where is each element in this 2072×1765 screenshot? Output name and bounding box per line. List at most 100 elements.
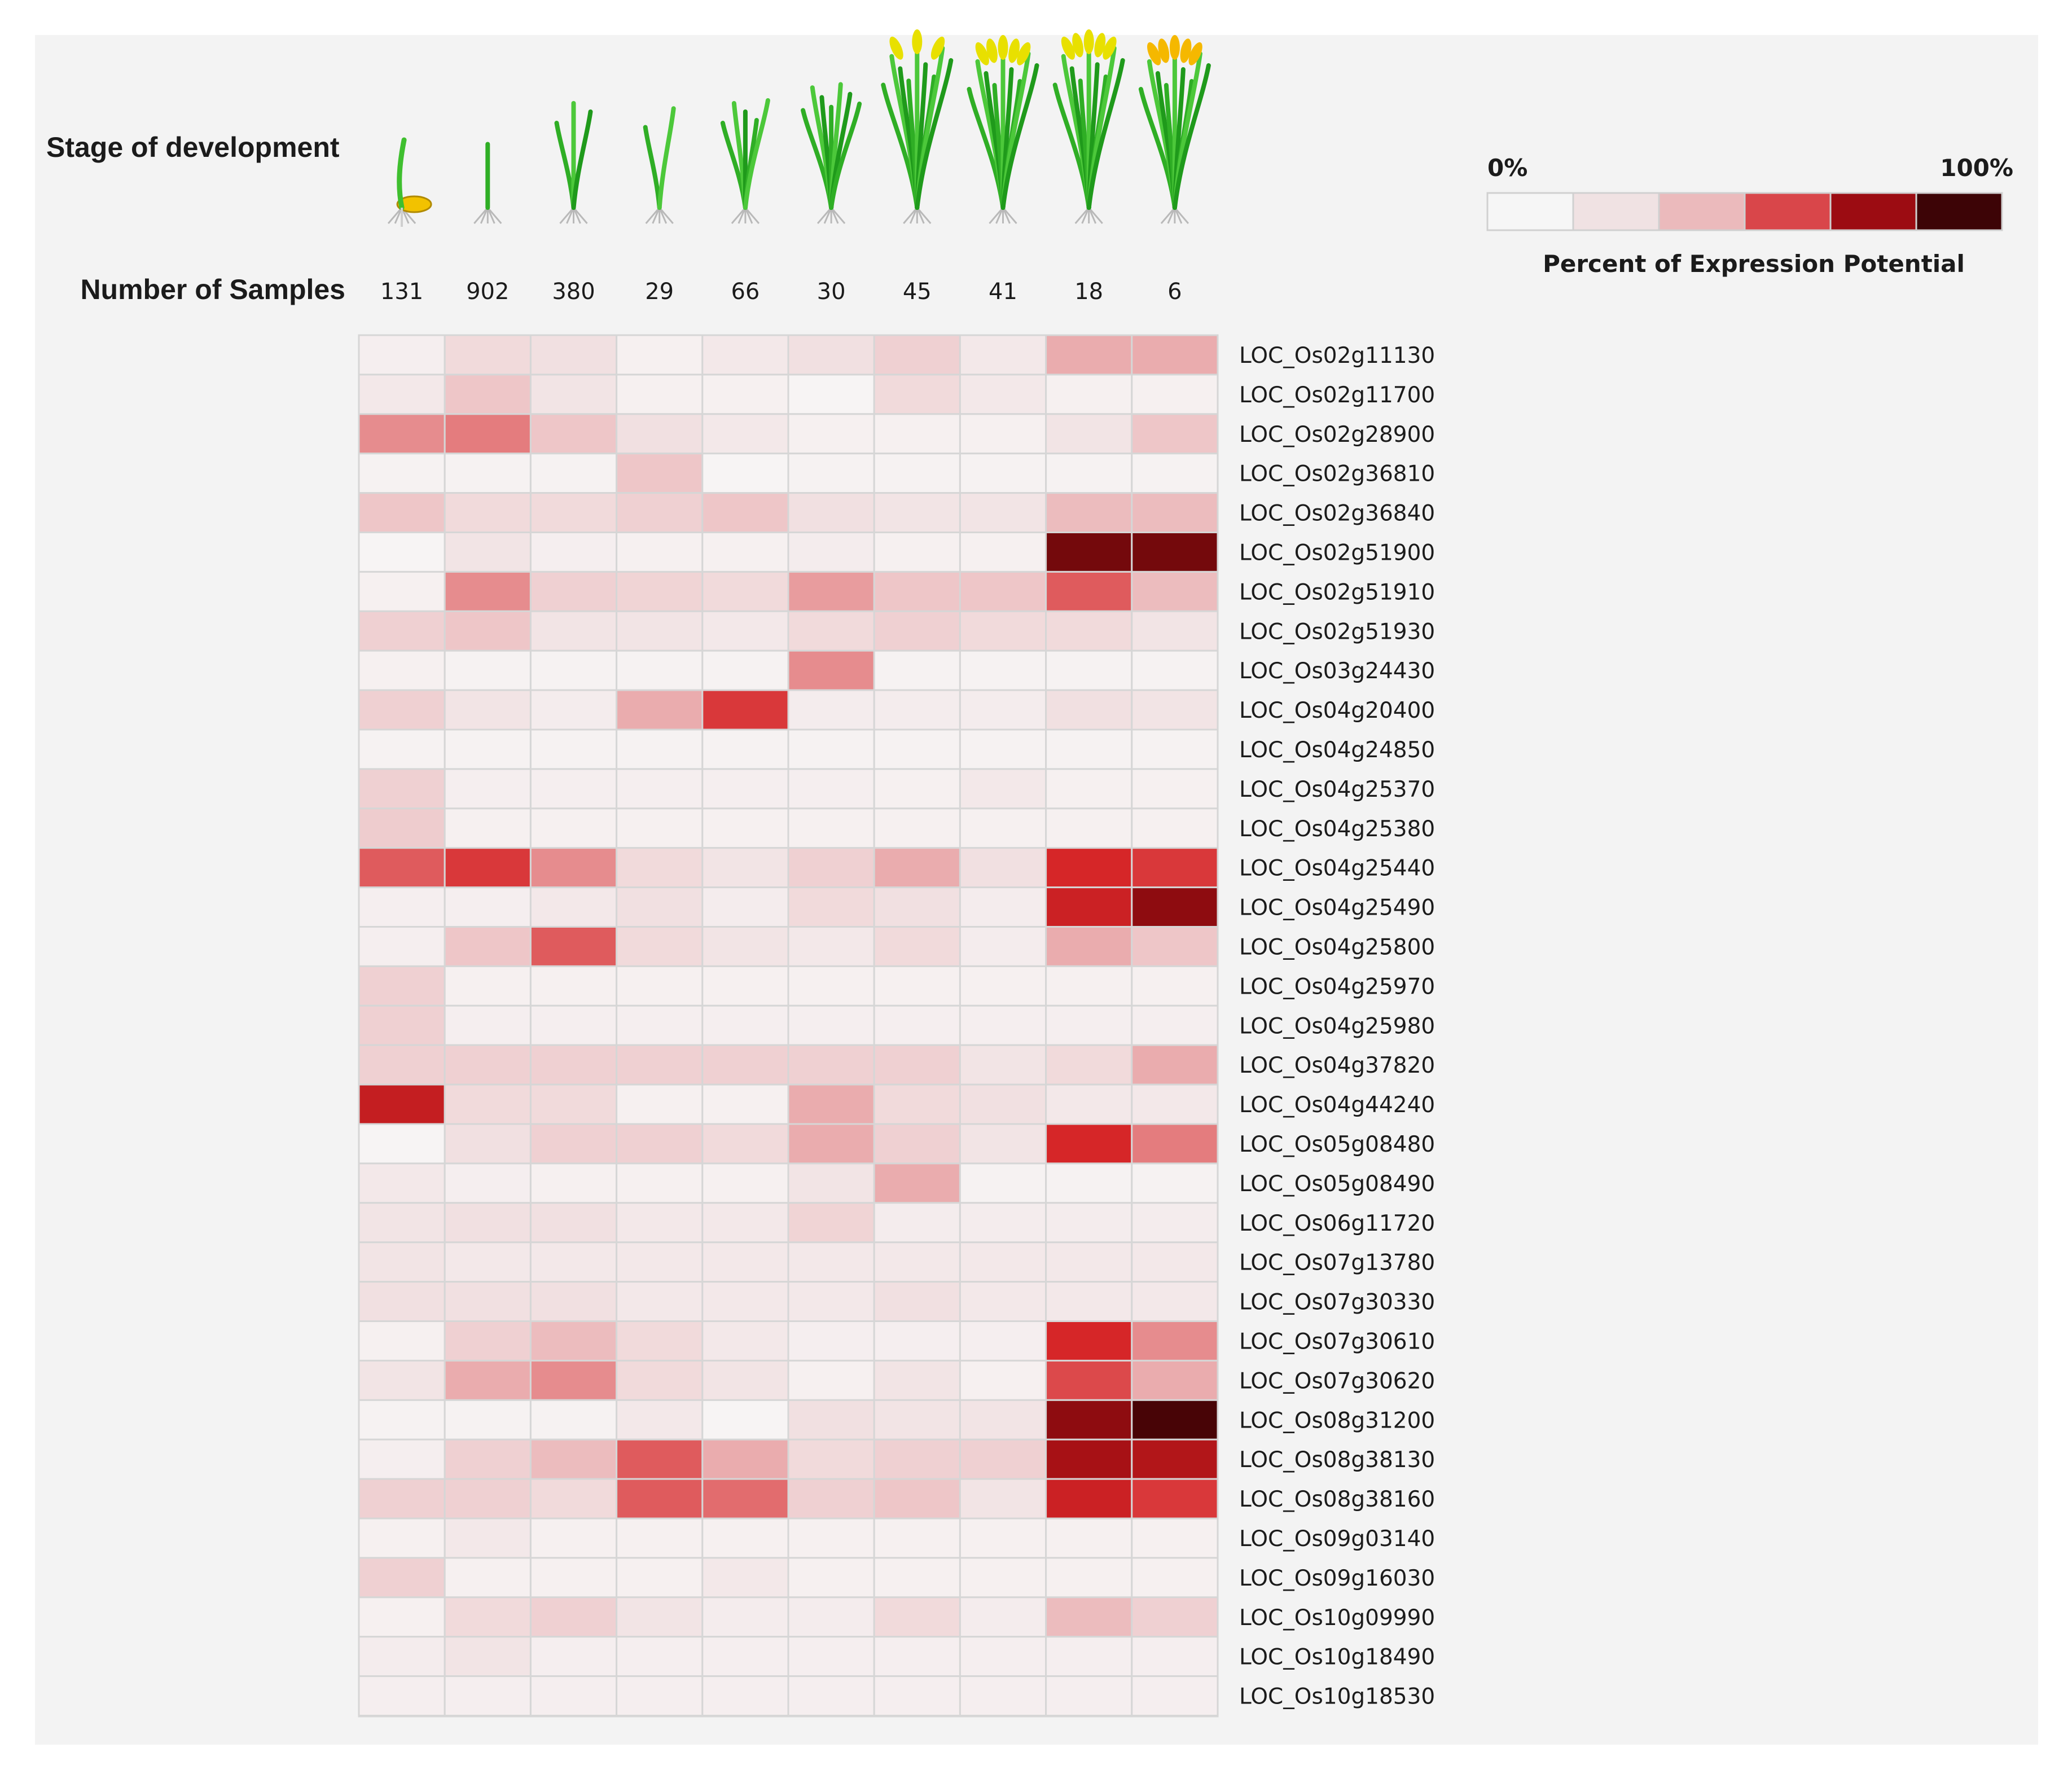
heatmap-cell	[959, 1004, 1047, 1046]
heatmap-cell	[787, 1162, 875, 1204]
heatmap-cell	[358, 1162, 446, 1204]
heatmap-cell	[529, 1557, 618, 1599]
heatmap-cell	[701, 374, 789, 415]
heatmap-cell	[444, 965, 532, 1007]
milk-stage-plant-icon	[1138, 35, 1211, 224]
heatmap-cell	[873, 1359, 961, 1401]
heatmap-cell	[787, 886, 875, 928]
heatmap-cell	[616, 926, 704, 967]
legend-swatch	[1915, 192, 2003, 231]
heatmap-cell	[1045, 413, 1133, 455]
heatmap-cell	[701, 1123, 789, 1165]
heatmap-cell	[529, 807, 618, 849]
heatmap-cell	[529, 1123, 618, 1165]
heatmap-cell	[873, 1202, 961, 1244]
heatmap-cell	[787, 1241, 875, 1283]
heatmap-cell	[1045, 570, 1133, 612]
heatmap-cell	[616, 1162, 704, 1204]
heatmap-cell	[873, 334, 961, 376]
heatmap-cell	[444, 1123, 532, 1165]
heatmap-cell	[529, 1281, 618, 1323]
heatmap-cell	[701, 1596, 789, 1638]
heatmap-cell	[959, 453, 1047, 494]
heatmap-cell	[1045, 610, 1133, 652]
heatmap-cell	[444, 334, 532, 376]
heatmap-cell	[959, 1636, 1047, 1678]
heatmap-cell	[873, 532, 961, 573]
heatmap-cell	[444, 1202, 532, 1244]
gene-label: LOC_Os10g09990	[1239, 1605, 1435, 1631]
heatmap-cell	[701, 1202, 789, 1244]
heatmap-cell	[529, 728, 618, 770]
gene-label: LOC_Os07g13780	[1239, 1250, 1435, 1276]
germinating-seed-icon	[387, 137, 432, 227]
heatmap-cell	[959, 1241, 1047, 1283]
heatmap-cell	[959, 807, 1047, 849]
heatmap-cell	[787, 1083, 875, 1125]
heatmap-cell	[444, 1557, 532, 1599]
heatmap-cell	[358, 610, 446, 652]
heatmap-cell	[616, 413, 704, 455]
heatmap-cell	[358, 1281, 446, 1323]
heatmap-cell	[358, 492, 446, 533]
heading-plant-icon	[967, 35, 1039, 224]
heatmap-cell	[358, 1320, 446, 1362]
heatmap-cell	[1045, 1044, 1133, 1086]
heatmap-cell	[787, 374, 875, 415]
heatmap-cell	[701, 1162, 789, 1204]
heatmap-cell	[1131, 1636, 1219, 1678]
gene-label: LOC_Os02g51900	[1239, 541, 1435, 566]
heatmap-cell	[959, 768, 1047, 810]
heatmap-cell	[529, 570, 618, 612]
heatmap-cell	[873, 413, 961, 455]
heatmap-cell	[787, 768, 875, 810]
heatmap-cell	[873, 492, 961, 533]
heatmap-cell	[616, 1557, 704, 1599]
heatmap-cell	[959, 1478, 1047, 1520]
heatmap-cell	[358, 1123, 446, 1165]
heatmap-cell	[959, 532, 1047, 573]
heatmap-cell	[787, 492, 875, 533]
heatmap-cell	[701, 570, 789, 612]
heatmap-cell	[701, 965, 789, 1007]
heatmap-cell	[529, 1083, 618, 1125]
heatmap-cell	[444, 1004, 532, 1046]
heatmap-cell	[529, 1241, 618, 1283]
gene-label: LOC_Os02g36810	[1239, 462, 1435, 487]
sample-count: 6	[1167, 279, 1182, 305]
heatmap-cell	[358, 807, 446, 849]
heatmap-cell	[873, 886, 961, 928]
heatmap-cell	[1045, 453, 1133, 494]
heatmap-cell	[959, 886, 1047, 928]
gene-label: LOC_Os08g31200	[1239, 1408, 1435, 1433]
heatmap-cell	[701, 1478, 789, 1520]
heatmap-cell	[873, 689, 961, 731]
heatmap-cell	[787, 1004, 875, 1046]
gene-label: LOC_Os02g11130	[1239, 343, 1435, 368]
heatmap-cell	[1131, 374, 1219, 415]
heatmap-cell	[444, 768, 532, 810]
heatmap-cell	[873, 570, 961, 612]
heatmap-cell	[959, 1162, 1047, 1204]
heatmap-cell	[959, 413, 1047, 455]
heatmap-cell	[444, 1438, 532, 1480]
heatmap-cell	[358, 728, 446, 770]
gene-label: LOC_Os05g08480	[1239, 1132, 1435, 1157]
heatmap-cell	[358, 1478, 446, 1520]
gene-label: LOC_Os09g03140	[1239, 1526, 1435, 1552]
gene-label: LOC_Os04g25980	[1239, 1013, 1435, 1039]
heatmap-cell	[529, 1004, 618, 1046]
heatmap-cell	[1045, 1596, 1133, 1638]
heatmap-cell	[787, 1399, 875, 1441]
heatmap-cell	[1045, 1123, 1133, 1165]
sample-count: 131	[380, 279, 423, 305]
heatmap-cell	[616, 374, 704, 415]
heatmap-cell	[616, 1241, 704, 1283]
gene-labels: LOC_Os02g11130 LOC_Os02g11700 LOC_Os02g289…	[1239, 343, 1435, 1710]
heatmap-cell	[529, 1320, 618, 1362]
gene-label: LOC_Os02g51910	[1239, 579, 1435, 605]
heatmap-cell	[787, 689, 875, 731]
heatmap-cell	[1131, 570, 1219, 612]
heatmap-cell	[529, 1399, 618, 1441]
heatmap-cell	[358, 374, 446, 415]
